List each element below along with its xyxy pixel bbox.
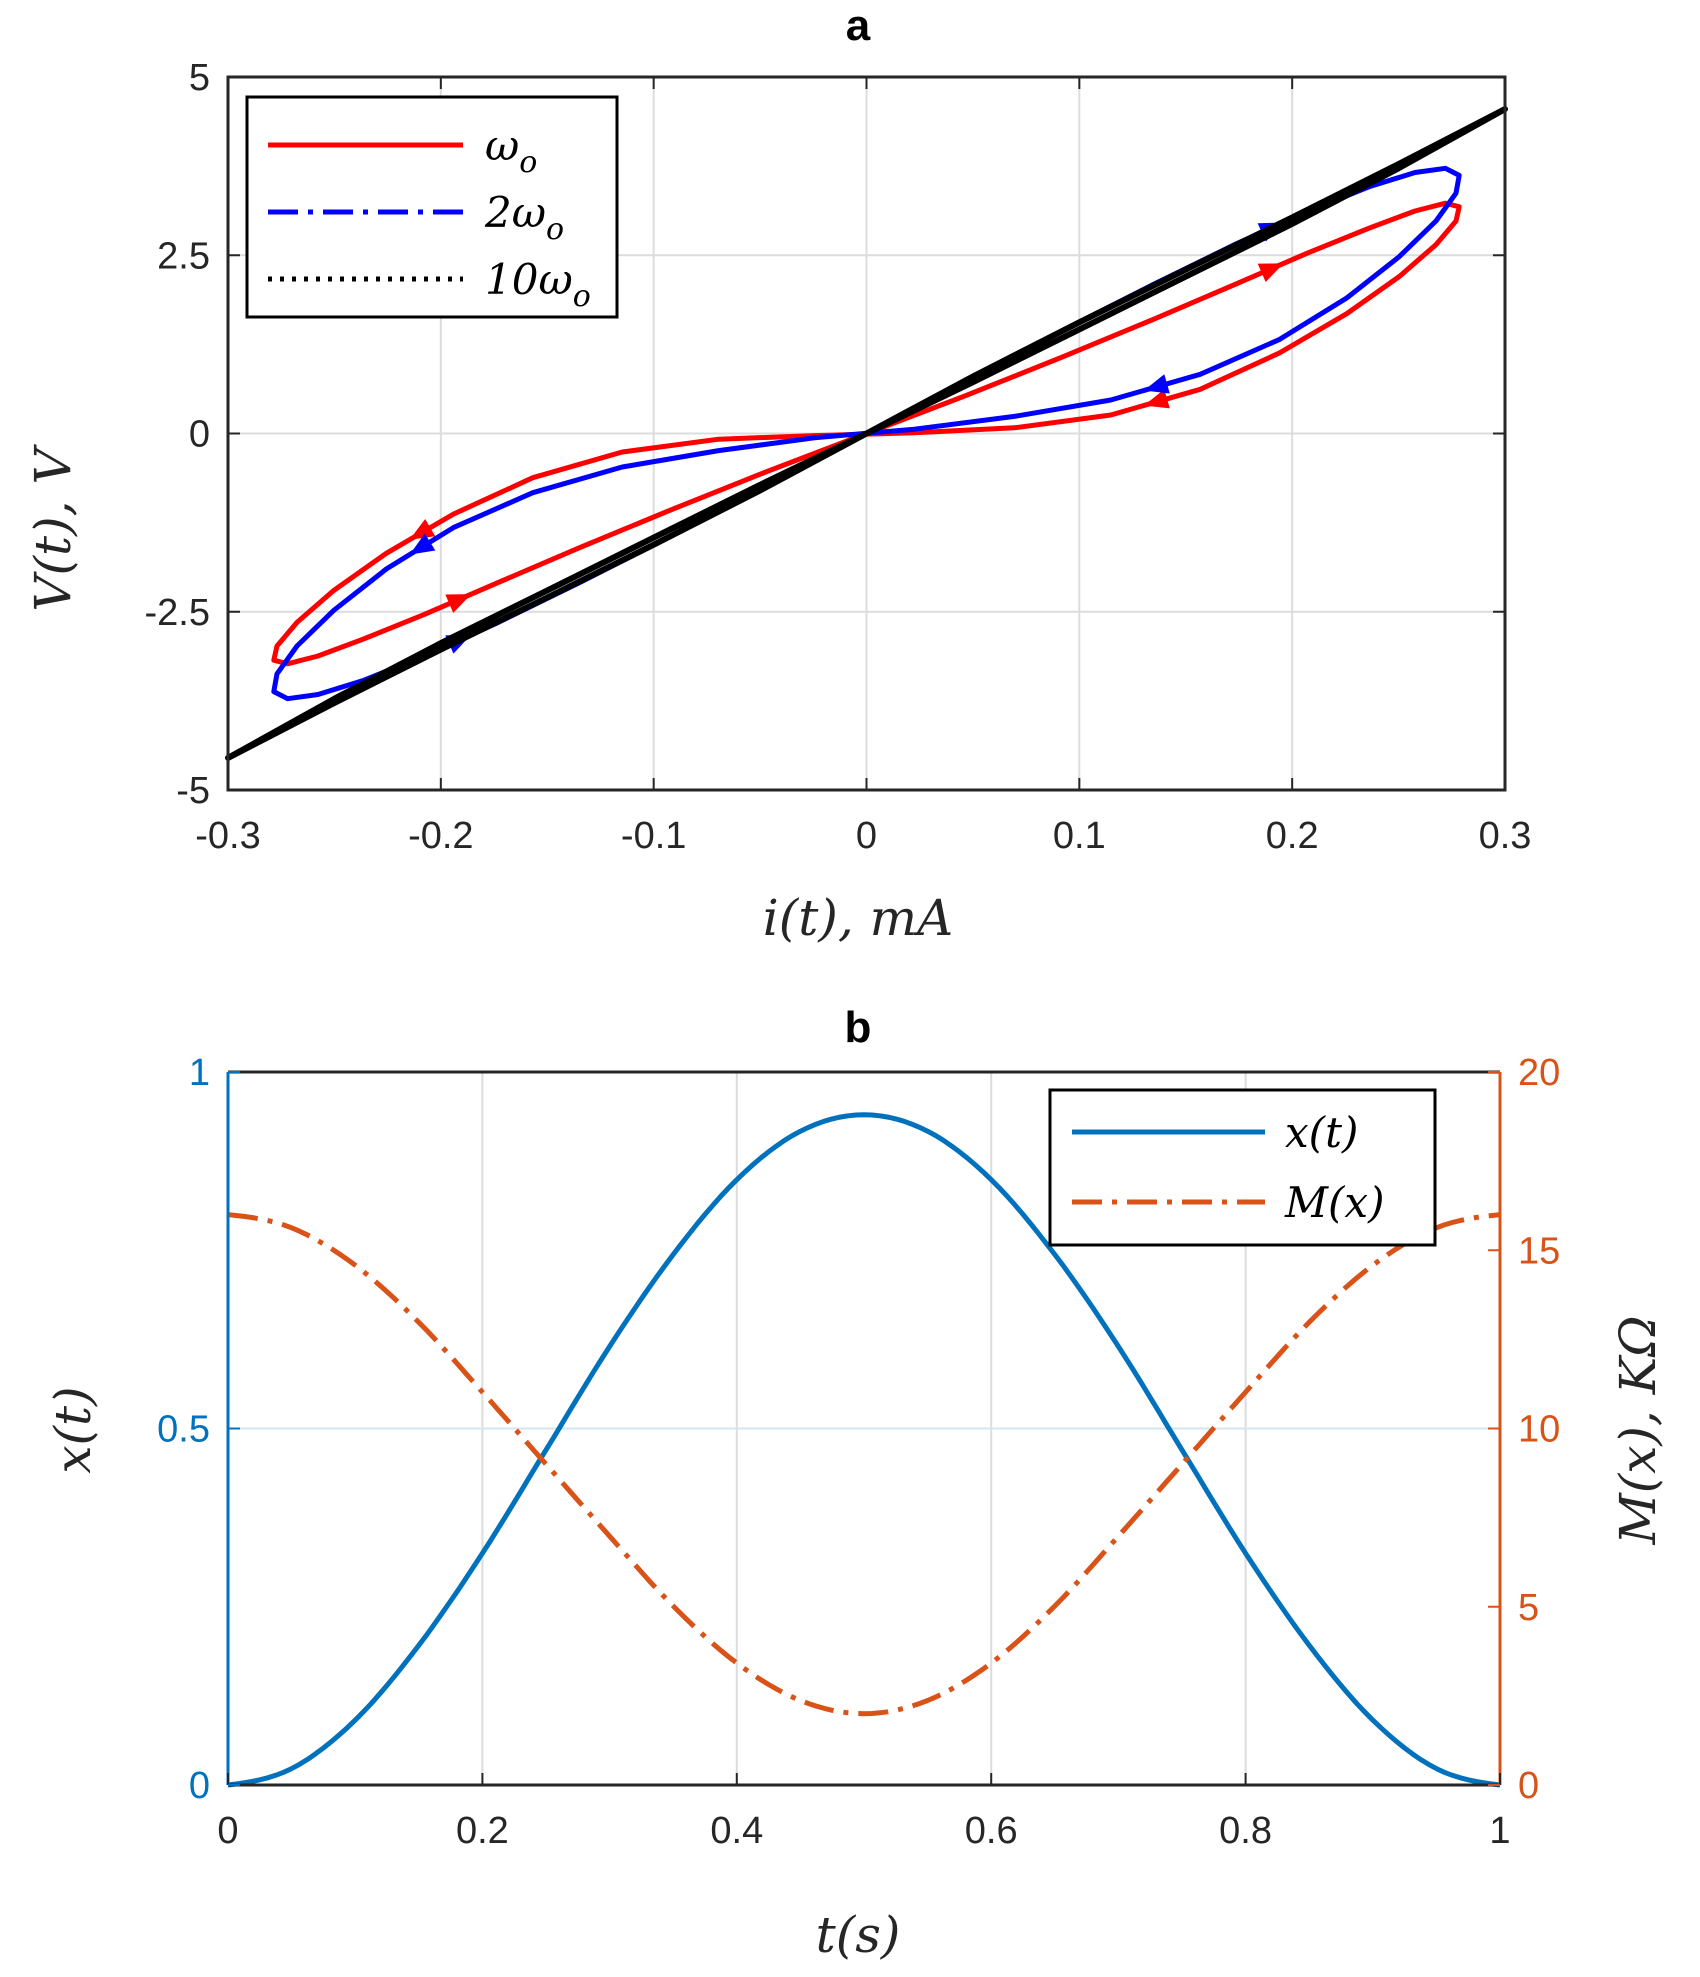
- panel-a-title: a: [846, 1, 871, 50]
- panel-a-ytick-label: 2.5: [157, 235, 210, 277]
- panel-a-ylabel: V(t), V: [24, 444, 82, 612]
- panel-a-arrow-o: [445, 594, 472, 613]
- panel-a-series-10-o: [225, 106, 1508, 761]
- panel-a-ticks: -0.3 -0.2 -0.1 0 0.1 0.2 0.3 -5 -2.5 0 2.5 5: [145, 57, 1532, 857]
- panel-a-xtick-label: 0.1: [1053, 815, 1106, 857]
- panel-a-ytick-label: 5: [189, 57, 210, 99]
- panel-a-xlabel: i(t), mA: [763, 889, 953, 947]
- panel-a-series: [225, 106, 1508, 761]
- panel-b-ytick-label-right: 15: [1518, 1230, 1560, 1272]
- panel-b-ytick-label-right: 0: [1518, 1765, 1539, 1807]
- panel-a-ytick-label: 0: [189, 414, 210, 456]
- panel-a-arrow-o: [409, 518, 436, 540]
- panel-b-series-x-t: [227, 1112, 1501, 1788]
- panel-b-legend-box: [1048, 1088, 1437, 1247]
- panel-b-series-m-x: [227, 1212, 1501, 1717]
- panel-b-xlabel: t(s): [816, 1906, 901, 1964]
- panel-b-series: [227, 1112, 1501, 1788]
- panel-a-arrow-o: [1143, 389, 1170, 409]
- panel-a: a -0.3 -0.2 -0.1 0 0.1 0.2 0.3 -5 -2.5 0 2.5 5 i(t)…: [24, 1, 1531, 947]
- legend-label-x: x(t): [1285, 1108, 1358, 1157]
- panel-b-title: b: [845, 1003, 872, 1052]
- panel-b-xtick-label: 0: [217, 1810, 238, 1852]
- panel-b-ytick-label-left: 0: [189, 1765, 210, 1807]
- panel-b-ylabel-right: M(x), KΩ: [1609, 1315, 1667, 1545]
- panel-b-ytick-label-right: 20: [1518, 1052, 1560, 1094]
- panel-a-xtick-label: 0.2: [1266, 815, 1319, 857]
- panel-b-xtick-label: 0.6: [965, 1810, 1018, 1852]
- panel-b-ylabel-left: x(t): [44, 1386, 102, 1473]
- panel-b-legend: x(t) M(x): [1048, 1088, 1437, 1247]
- panel-a-xtick-label: 0.3: [1479, 815, 1532, 857]
- legend-label-m: M(x): [1284, 1178, 1384, 1227]
- panel-b-ytick-label-right: 10: [1518, 1409, 1560, 1451]
- panel-b-xtick-label: 0.2: [456, 1810, 509, 1852]
- panel-b-ytick-label-left: 0.5: [157, 1409, 210, 1451]
- panel-a-arrow-o: [1257, 263, 1284, 283]
- panel-a-legend-box: [245, 95, 619, 319]
- panel-b-ytick-label-right: 5: [1518, 1587, 1539, 1629]
- panel-a-xtick-label: 0: [856, 815, 877, 857]
- panel-a-xtick-label: -0.3: [195, 815, 260, 857]
- legend-label-10omega: 10ωo: [485, 255, 591, 314]
- panel-a-ytick-label: -5: [176, 770, 210, 812]
- legend-label-omega: ωo: [485, 121, 537, 180]
- legend-label-2omega: 2ωo: [484, 188, 564, 247]
- panel-b-xtick-label: 1: [1489, 1810, 1510, 1852]
- panel-a-arrow-2-o: [409, 533, 436, 555]
- panel-b-xtick-label: 0.8: [1219, 1810, 1272, 1852]
- panel-a-ytick-label: -2.5: [145, 592, 210, 634]
- panel-a-xtick-label: -0.1: [621, 815, 686, 857]
- panel-a-arrow-2-o: [1143, 374, 1170, 394]
- panel-a-legend: ωo 2ωo 10ωo: [245, 95, 619, 319]
- panel-b-ytick-label-left: 1: [189, 1052, 210, 1094]
- panel-b-xtick-label: 0.4: [710, 1810, 763, 1852]
- panel-a-xtick-label: -0.2: [408, 815, 473, 857]
